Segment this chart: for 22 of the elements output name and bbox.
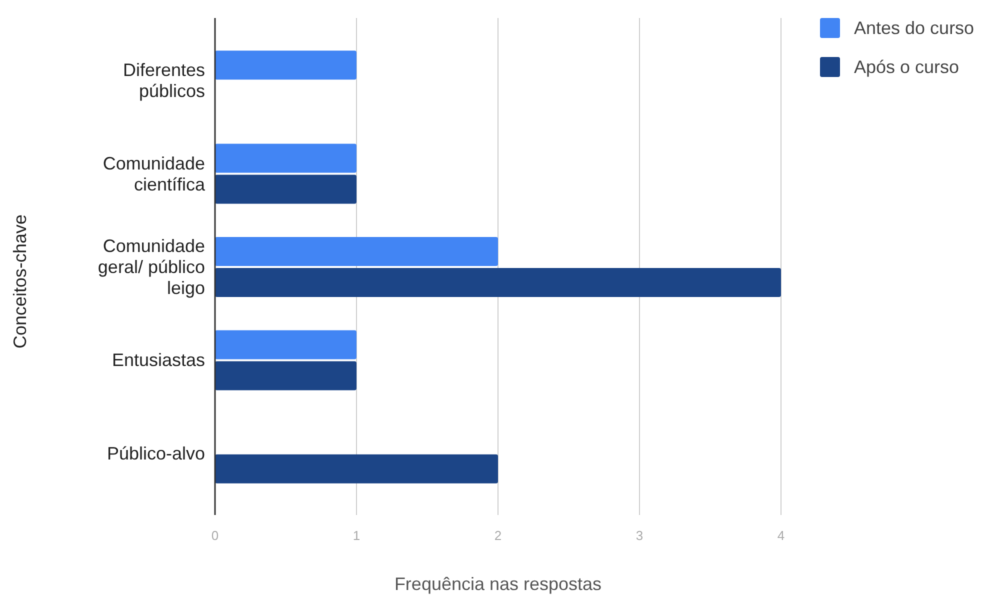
x-tick-label: 0 (211, 528, 219, 543)
bar (215, 237, 498, 266)
legend-label: Após o curso (854, 57, 960, 77)
legend-label: Antes do curso (854, 18, 974, 38)
bar (215, 268, 781, 297)
x-tick-label: 1 (352, 528, 360, 543)
bar (215, 361, 356, 390)
bar (215, 330, 356, 360)
bar (215, 454, 498, 484)
bar (215, 174, 356, 204)
x-tick-label: 3 (636, 528, 644, 543)
bar (215, 50, 356, 80)
bar (215, 144, 356, 173)
x-tick-label: 2 (494, 528, 502, 543)
y-tick-label: Comunidade científica (102, 153, 206, 194)
x-tick-label: 4 (777, 528, 785, 543)
y-axis-title: Conceitos-chave (10, 214, 30, 349)
y-tick-label: Diferentes públicos (122, 60, 205, 102)
y-tick-label: Público-alvo (106, 443, 205, 464)
y-tick-label: Comunidade geral/ público leigo (98, 236, 205, 298)
x-axis-title: Frequência nas respostas (394, 574, 602, 594)
y-tick-label: Entusiastas (112, 350, 205, 370)
